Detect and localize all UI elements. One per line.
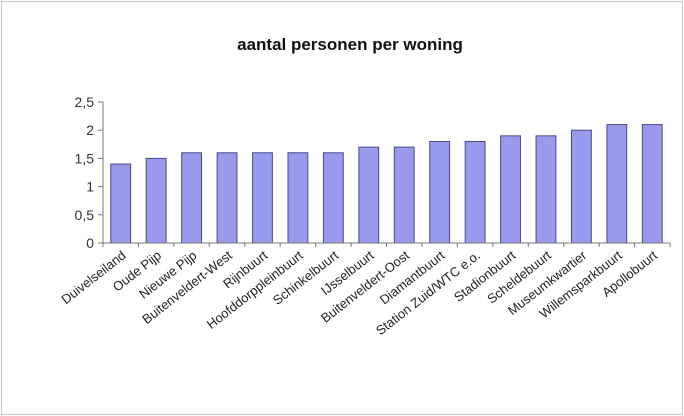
chart-title: aantal personen per woning — [237, 35, 463, 54]
y-tick-label: 0,5 — [75, 207, 95, 223]
bar-4 — [216, 152, 238, 244]
bar-2 — [145, 157, 167, 244]
bar-10 — [429, 140, 451, 244]
bar-16 — [641, 124, 663, 244]
bar-8 — [358, 146, 380, 244]
bar-6 — [287, 152, 309, 244]
bar-11 — [464, 140, 486, 244]
y-tick-label: 2,5 — [75, 94, 95, 110]
y-tick-label: 2 — [86, 122, 94, 138]
bar-15 — [606, 124, 628, 244]
y-axis: 0 0,5 1 1,5 2 2,5 — [75, 94, 104, 251]
bar-7 — [322, 152, 344, 244]
bars — [110, 124, 663, 244]
y-tick-label: 0 — [86, 235, 94, 251]
y-tick-label: 1 — [86, 179, 94, 195]
bar-14 — [570, 129, 592, 244]
bar-9 — [393, 146, 415, 244]
y-tick-label: 1,5 — [75, 150, 95, 166]
bar-12 — [500, 135, 521, 244]
bar-13 — [535, 135, 557, 244]
bar-5 — [252, 152, 273, 244]
bar-1 — [110, 163, 132, 244]
bar-3 — [181, 152, 203, 244]
